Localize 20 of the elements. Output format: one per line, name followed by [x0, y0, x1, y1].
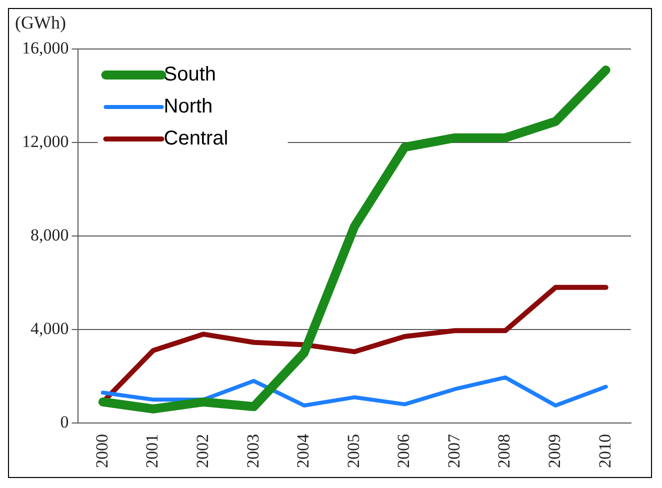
y-axis-title: (GWh) — [15, 12, 66, 33]
legend-label: South — [164, 64, 216, 86]
y-tick-label: 8,000 — [30, 225, 69, 244]
x-tick-label: 2002 — [192, 434, 212, 468]
x-tick-label: 2005 — [344, 434, 363, 468]
y-tick-label: 0 — [60, 412, 69, 432]
y-tick-label: 4,000 — [30, 318, 69, 338]
legend-label: Central — [164, 128, 228, 150]
x-tick-label: 2004 — [294, 434, 313, 468]
x-tick-label: 2007 — [444, 434, 464, 468]
x-tick-label: 2003 — [243, 434, 262, 468]
x-tick-label: 2000 — [92, 434, 112, 468]
x-tick-label: 2001 — [142, 434, 162, 468]
x-tick-label: 2006 — [394, 434, 414, 468]
legend-label: North — [164, 96, 213, 118]
x-tick-label: 2010 — [595, 434, 614, 468]
y-tick-label: 16,000 — [22, 38, 69, 58]
x-tick-label: 2009 — [545, 434, 564, 468]
y-tick-label: 12,000 — [22, 132, 69, 151]
x-tick-label: 2008 — [494, 434, 514, 468]
